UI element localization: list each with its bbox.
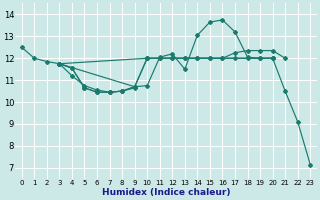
- X-axis label: Humidex (Indice chaleur): Humidex (Indice chaleur): [102, 188, 230, 197]
